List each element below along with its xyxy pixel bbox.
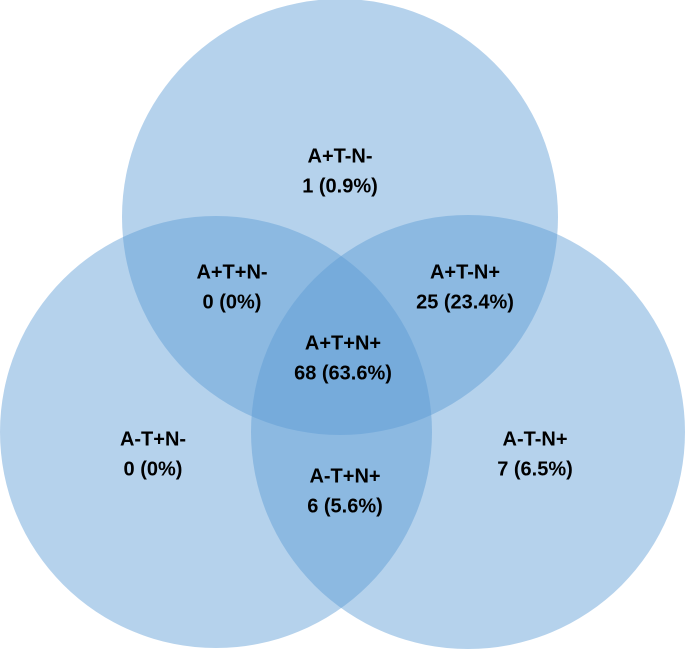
region-count: 25 (23.4%) <box>416 291 514 313</box>
region-name: A+T+N- <box>196 261 267 283</box>
region-name: A+T+N+ <box>305 332 381 354</box>
region-name: A-T+N- <box>120 428 186 450</box>
region-count: 6 (5.6%) <box>307 495 383 517</box>
circle-left <box>0 216 432 648</box>
region-count: 68 (63.6%) <box>294 362 392 384</box>
circle-right <box>251 215 685 649</box>
region-name: A-T-N+ <box>503 428 568 450</box>
region-count: 0 (0%) <box>124 458 183 480</box>
circle-top <box>122 0 558 435</box>
region-name: A-T+N+ <box>309 465 380 487</box>
region-count: 7 (6.5%) <box>497 458 573 480</box>
region-name: A+T-N+ <box>430 261 500 283</box>
region-count: 1 (0.9%) <box>302 175 378 197</box>
region-count: 0 (0%) <box>203 291 262 313</box>
region-name: A+T-N- <box>308 145 373 167</box>
